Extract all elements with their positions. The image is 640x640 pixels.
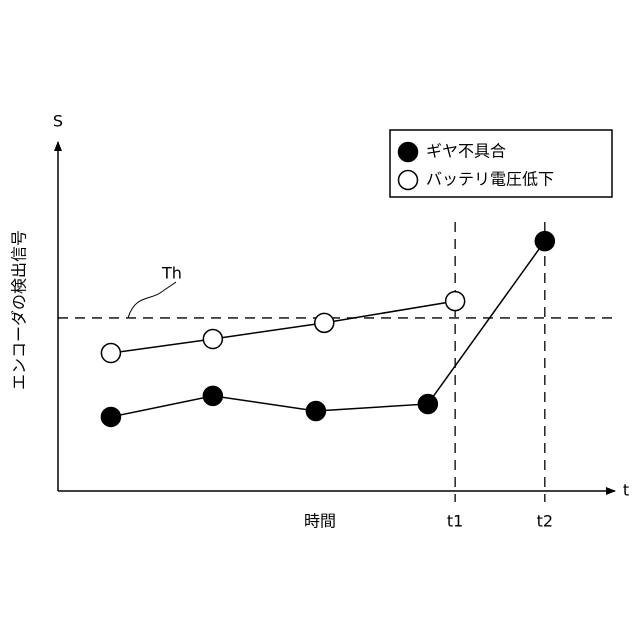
x-tick-label: t2 bbox=[537, 512, 553, 531]
data-point bbox=[101, 344, 120, 363]
x-label: 時間 bbox=[304, 512, 336, 531]
x-symbol: t bbox=[623, 481, 629, 500]
x-tick-label: t1 bbox=[447, 512, 463, 531]
data-point bbox=[203, 330, 222, 349]
threshold-label: Th bbox=[161, 264, 182, 283]
data-point bbox=[446, 292, 465, 311]
legend-label: ギヤ不具合 bbox=[426, 142, 506, 161]
data-point bbox=[418, 394, 437, 413]
chart: S t 時間 エンコーダの検出信号 t1 t2 Th ギヤ不具合バッテリ電圧低下 bbox=[0, 0, 640, 640]
data-point bbox=[315, 313, 334, 332]
legend-marker bbox=[399, 171, 418, 190]
legend-marker bbox=[399, 143, 418, 162]
data-point bbox=[101, 407, 120, 426]
threshold-leader bbox=[128, 282, 176, 318]
data-point bbox=[306, 401, 325, 420]
data-point bbox=[535, 232, 554, 251]
y-label: エンコーダの検出信号 bbox=[10, 230, 29, 390]
legend-label: バッテリ電圧低下 bbox=[426, 170, 554, 189]
data-point bbox=[203, 386, 222, 405]
series-line bbox=[111, 301, 455, 353]
y-symbol: S bbox=[53, 112, 63, 131]
